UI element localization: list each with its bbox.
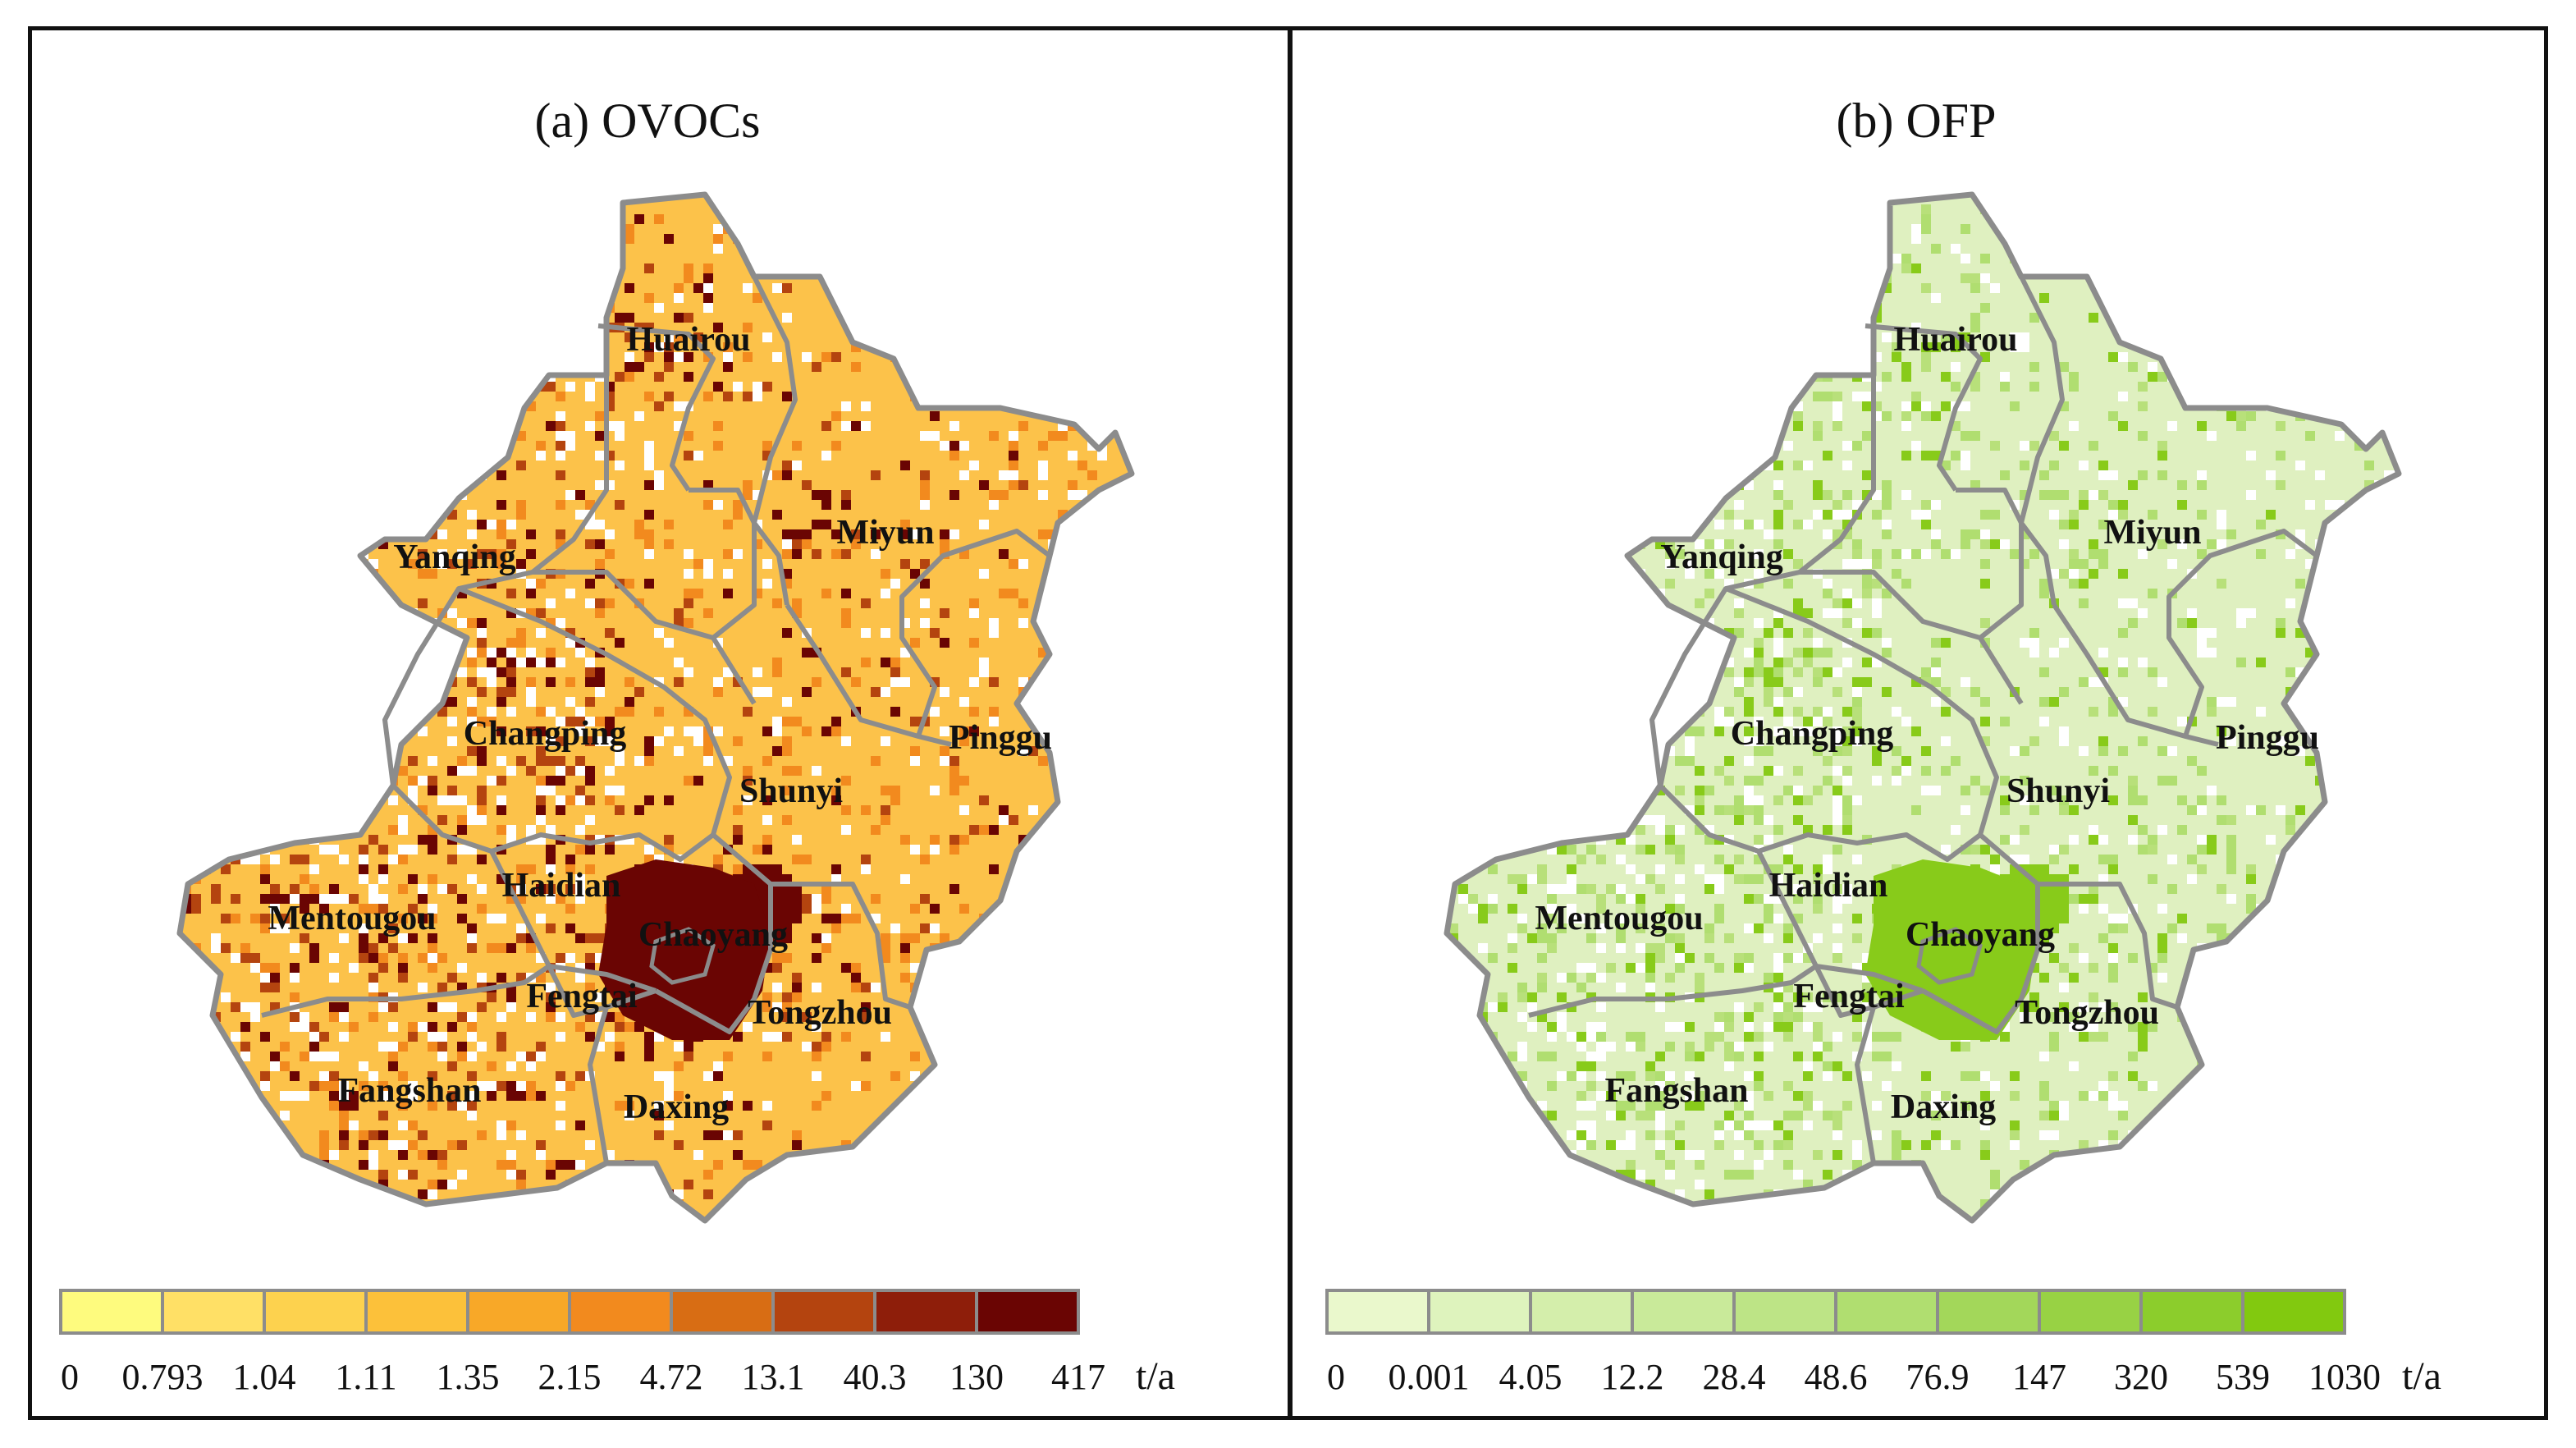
district-label-huairou: Huairou [627, 321, 751, 359]
district-label-haidian: Haidian [1769, 867, 1888, 905]
district-label-pinggu: Pinggu [2216, 719, 2319, 757]
legend-tick-label: 147 [2012, 1357, 2066, 1397]
legend-tick-label: 48.6 [1805, 1357, 1868, 1397]
district-label-miyun: Miyun [2103, 514, 2201, 552]
legend-swatch [1631, 1289, 1736, 1335]
legend-tick-label: 1.11 [335, 1357, 396, 1397]
legend-swatch [975, 1289, 1080, 1335]
legend-tick-label: 76.9 [1906, 1357, 1970, 1397]
panel-ofp: (b) OFP [1288, 26, 2548, 1420]
panel-title: (b) OFP [1836, 94, 1996, 148]
color-legend: 0 0.793 1.04 1.11 1.35 2.15 4.72 13.1 40.3 130 417… [59, 1289, 1175, 1398]
legend-swatch [568, 1289, 673, 1335]
legend-tick-label: 539 [2216, 1357, 2270, 1397]
district-label-shunyi: Shunyi [2006, 772, 2110, 810]
legend-swatch [1732, 1289, 1837, 1335]
legend-swatch [1936, 1289, 2041, 1335]
legend-swatch [1834, 1289, 1939, 1335]
district-label-fengtai: Fengtai [1793, 978, 1905, 1015]
legend-swatch [2139, 1289, 2244, 1335]
district-label-fangshan: Fangshan [337, 1072, 481, 1110]
legend-swatch [670, 1289, 775, 1335]
legend-tick-label: 0.793 [122, 1357, 204, 1397]
legend-tick-label: 2.15 [538, 1357, 602, 1397]
district-borders [261, 275, 1051, 1164]
map-ofp: (b) OFP [1325, 94, 2441, 1398]
color-legend: 0 0.001 4.05 12.2 28.4 48.6 76.9 147 320 539 1030 t… [1325, 1289, 2441, 1398]
district-label-changping: Changping [464, 715, 626, 753]
district-label-miyun: Miyun [836, 514, 934, 552]
beijing-boundary [176, 191, 1135, 1224]
district-label-chaoyang: Chaoyang [1906, 916, 2055, 954]
legend-tick-label: 320 [2114, 1357, 2168, 1397]
legend-tick-label: 0 [1327, 1357, 1345, 1397]
legend-swatch [59, 1289, 164, 1335]
legend-swatch [364, 1289, 469, 1335]
legend-swatch [1427, 1289, 1532, 1335]
legend-tick-label: 40.3 [844, 1357, 907, 1397]
district-label-yanqing: Yanqing [393, 538, 515, 576]
legend-swatch [2241, 1289, 2346, 1335]
legend-tick-label: 4.05 [1499, 1357, 1563, 1397]
district-label-tongzhou: Tongzhou [2015, 994, 2159, 1032]
legend-tick-label: 1030 [2308, 1357, 2381, 1397]
district-label-chaoyang: Chaoyang [638, 916, 788, 954]
district-label-haidian: Haidian [502, 867, 621, 905]
panel-ovocs: (a) OVOCs [28, 26, 1292, 1420]
legend-tick-label: 12.2 [1601, 1357, 1664, 1397]
district-label-daxing: Daxing [624, 1088, 729, 1126]
legend-tick-label: 130 [949, 1357, 1004, 1397]
district-label-fangshan: Fangshan [1604, 1072, 1748, 1110]
legend-swatch [161, 1289, 266, 1335]
legend-swatch [1325, 1289, 1430, 1335]
legend-tick-label: 417 [1051, 1357, 1105, 1397]
legend-tick-label: 0 [61, 1357, 79, 1397]
legend-swatch [2038, 1289, 2143, 1335]
legend-tick-label: 1.04 [233, 1357, 296, 1397]
district-label-fengtai: Fengtai [526, 978, 638, 1015]
district-label-yanqing: Yanqing [1660, 538, 1782, 576]
legend-swatch [771, 1289, 876, 1335]
district-label-daxing: Daxing [1891, 1088, 1996, 1126]
legend-swatch [873, 1289, 978, 1335]
panel-title: (a) OVOCs [535, 94, 761, 148]
legend-unit: t/a [1136, 1354, 1175, 1398]
district-borders [1528, 275, 2318, 1164]
legend-unit: t/a [2402, 1354, 2441, 1398]
legend-tick-label: 1.35 [437, 1357, 500, 1397]
legend-swatch [1529, 1289, 1634, 1335]
district-label-huairou: Huairou [1894, 321, 2018, 359]
district-label-pinggu: Pinggu [949, 719, 1052, 757]
district-label-mentougou: Mentougou [1535, 900, 1703, 937]
legend-tick-label: 28.4 [1703, 1357, 1766, 1397]
beijing-boundary [1444, 191, 2402, 1224]
legend-tick-label: 13.1 [742, 1357, 805, 1397]
map-ovocs: (a) OVOCs [59, 94, 1175, 1398]
legend-swatch [263, 1289, 368, 1335]
district-label-shunyi: Shunyi [739, 772, 843, 810]
district-label-changping: Changping [1731, 715, 1893, 753]
legend-tick-label: 0.001 [1389, 1357, 1470, 1397]
legend-swatch [466, 1289, 571, 1335]
legend-tick-label: 4.72 [640, 1357, 703, 1397]
district-label-tongzhou: Tongzhou [748, 994, 892, 1032]
district-label-mentougou: Mentougou [268, 900, 436, 937]
